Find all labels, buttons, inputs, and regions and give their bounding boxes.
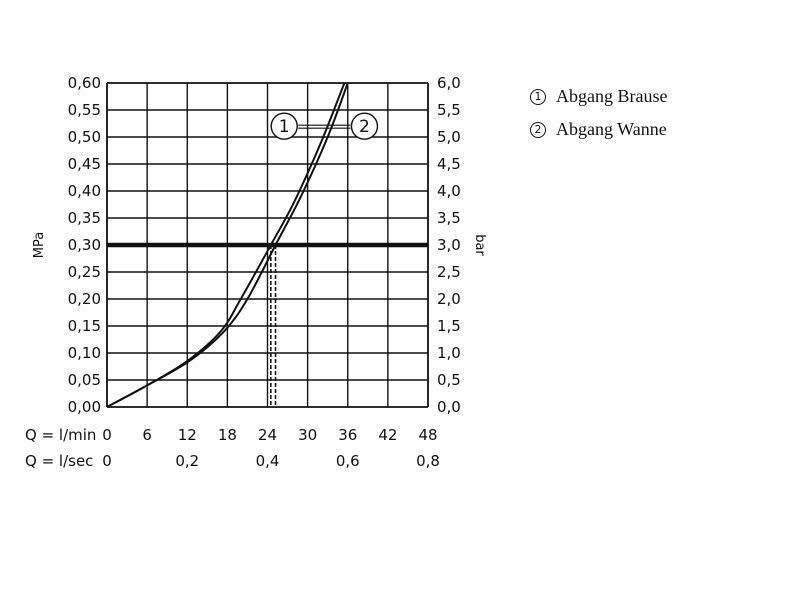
- y-tick-right-label: 4,0: [437, 182, 461, 200]
- marker-lines: [270, 245, 277, 407]
- legend-item-2: 2 Abgang Wanne: [530, 113, 667, 146]
- x-tick-label: 0,4: [256, 452, 280, 470]
- y-tick-right-label: 6,0: [437, 74, 461, 92]
- x-tick-label: 0,6: [336, 452, 360, 470]
- legend-number-1: 1: [530, 88, 546, 105]
- y-tick-left-label: 0,25: [68, 263, 101, 281]
- legend-label-2: Abgang Wanne: [556, 119, 667, 139]
- y-tick-left-label: 0,40: [68, 182, 101, 200]
- x-tick-label: 0,8: [416, 452, 440, 470]
- x-tick-label: 0: [102, 426, 112, 444]
- y-axis-left-title: MPa: [32, 232, 47, 258]
- y-tick-right-label: 2,5: [437, 263, 461, 281]
- y-tick-left-label: 0,00: [68, 398, 101, 416]
- y-tick-left-label: 0,55: [68, 101, 101, 119]
- x-tick-label: 30: [298, 426, 317, 444]
- y-tick-left-label: 0,15: [68, 317, 101, 335]
- x-tick-label: 42: [378, 426, 397, 444]
- y-tick-left-label: 0,10: [68, 344, 101, 362]
- legend-number-2: 2: [530, 121, 546, 138]
- y-tick-right-label: 1,5: [437, 317, 461, 335]
- callout-circle-2: [350, 112, 379, 140]
- legend-label-1: Abgang Brause: [556, 86, 668, 106]
- callout-label-1: 1: [279, 117, 290, 137]
- y-tick-left-label: 0,35: [68, 209, 101, 227]
- y-tick-right-label: 3,5: [437, 209, 461, 227]
- x-tick-label: 6: [142, 426, 152, 444]
- y-tick-right-label: 0,0: [437, 398, 461, 416]
- series-group: [106, 82, 349, 408]
- y-tick-right-label: 2,0: [437, 290, 461, 308]
- y-axis-right-ticks: 0,0 0,5 1,0 1,5 2,0 2,5 3,0 3,5 4,0 4,5 5,0 5,5 6,0: [437, 74, 461, 416]
- y-tick-left-label: 0,60: [68, 74, 101, 92]
- x-tick-label: 48: [418, 426, 437, 444]
- legend: 1 Abgang Brause 2 Abgang Wanne: [530, 80, 667, 146]
- y-axis-left-ticks: 0,00 0,05 0,10 0,15 0,20 0,25 0,30 0,35 0,40 0,45…: [68, 74, 101, 416]
- y-tick-right-label: 0,5: [437, 371, 461, 389]
- y-tick-right-label: 5,0: [437, 128, 461, 146]
- series-line-2: [106, 82, 349, 408]
- y-tick-left-label: 0,45: [68, 155, 101, 173]
- y-tick-right-label: 1,0: [437, 344, 461, 362]
- y-tick-left-label: 0,30: [68, 236, 101, 254]
- callout-circle-1: [270, 112, 298, 140]
- x-tick-label: 0: [102, 452, 112, 470]
- x-tick-label: 12: [178, 426, 197, 444]
- legend-item-1: 1 Abgang Brause: [530, 80, 667, 113]
- y-axis-right-title: bar: [472, 234, 487, 256]
- x-tick-label: 18: [218, 426, 237, 444]
- x-tick-label: 36: [338, 426, 357, 444]
- y-tick-right-label: 5,5: [437, 101, 461, 119]
- callout-label-2: 2: [359, 117, 370, 137]
- y-tick-right-label: 4,5: [437, 155, 461, 173]
- y-tick-left-label: 0,20: [68, 290, 101, 308]
- x-axis-rows: Q = l/min 0 6 12 18 24 30 36 42 48 Q = l/sec 0 0,2 0,…: [25, 426, 440, 470]
- y-tick-left-label: 0,05: [68, 371, 101, 389]
- x-tick-label: 0,2: [175, 452, 199, 470]
- x-tick-label: 24: [258, 426, 277, 444]
- x-axis-row-prefix: Q = l/sec: [25, 452, 93, 470]
- chart-grid: [106, 82, 429, 408]
- y-tick-right-label: 3,0: [437, 236, 461, 254]
- y-tick-left-label: 0,50: [68, 128, 101, 146]
- x-axis-row-prefix: Q = l/min: [25, 426, 96, 444]
